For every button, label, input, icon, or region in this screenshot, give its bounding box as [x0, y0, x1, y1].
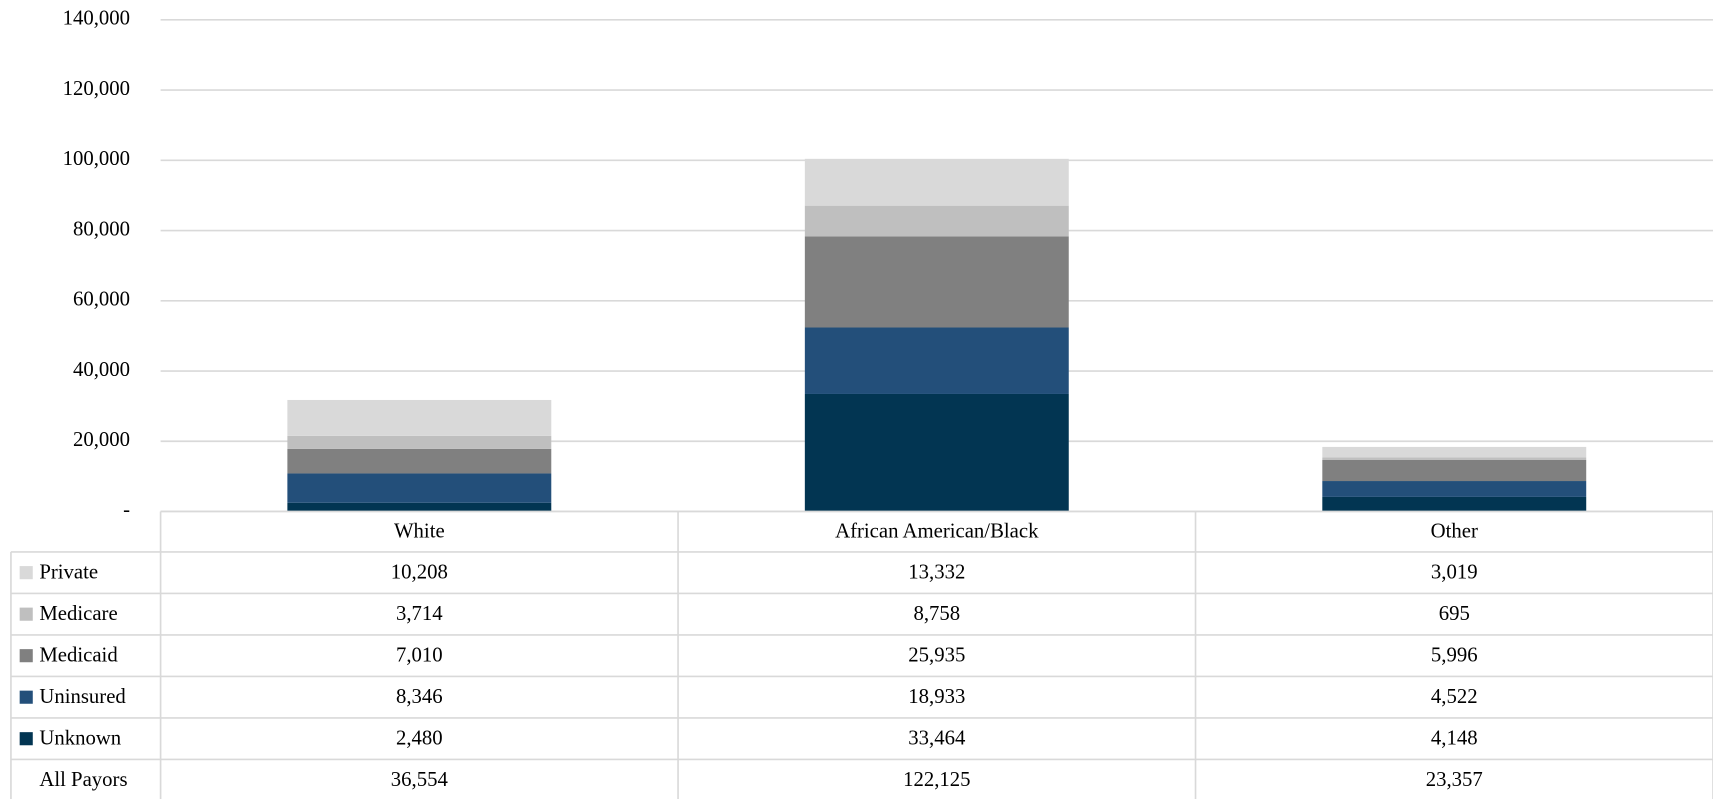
x-tick-label: Other [1431, 521, 1478, 543]
bar-segment [287, 399, 552, 436]
y-tick-label: 40,000 [73, 359, 130, 381]
x-tick-label: White [394, 521, 445, 543]
table-value: 4,522 [1431, 686, 1478, 708]
total-value: 122,125 [903, 769, 970, 791]
legend-swatch [19, 690, 33, 704]
y-tick-label: 100,000 [63, 148, 130, 170]
bar-segment [287, 473, 552, 503]
legend-swatch [19, 566, 33, 580]
y-tick-label: - [123, 499, 130, 521]
bar-segment [804, 393, 1069, 512]
bar-segment [1322, 457, 1587, 460]
total-value: 36,554 [391, 769, 449, 791]
y-tick-label: 120,000 [63, 78, 130, 100]
table-value: 695 [1439, 603, 1470, 625]
bar-segment [804, 327, 1069, 394]
total-value: 23,357 [1426, 769, 1483, 791]
bar-segment [287, 502, 552, 512]
table-value: 3,714 [396, 603, 443, 625]
bar-segment [1322, 496, 1587, 512]
legend-label: Private [39, 562, 98, 584]
table-value: 10,208 [391, 562, 448, 584]
legend-swatch [19, 607, 33, 621]
x-tick-label: African American/Black [835, 521, 1039, 543]
table-value: 7,010 [396, 645, 443, 667]
total-label: All Payors [39, 769, 127, 791]
bar-segment [804, 236, 1069, 328]
table-value: 4,148 [1431, 728, 1478, 750]
bar-segment [804, 158, 1069, 206]
y-tick-label: 80,000 [73, 218, 130, 240]
legend-label: Medicaid [39, 645, 118, 667]
table-value: 2,480 [396, 728, 443, 750]
y-tick-label: 20,000 [73, 429, 130, 451]
table-value: 18,933 [908, 686, 965, 708]
legend-label: Uninsured [39, 686, 126, 708]
table-value: 3,019 [1431, 562, 1478, 584]
table-value: 33,464 [908, 728, 966, 750]
y-tick-label: 140,000 [63, 8, 130, 30]
table-value: 5,996 [1431, 645, 1478, 667]
legend-swatch [19, 732, 33, 746]
table-value: 25,935 [908, 645, 965, 667]
bar-segment [1322, 446, 1587, 458]
bar-segment [804, 205, 1069, 237]
bar-segment [287, 435, 552, 449]
y-tick-label: 60,000 [73, 289, 130, 311]
legend-swatch [19, 649, 33, 663]
bar-segment [1322, 481, 1587, 497]
table-value: 13,332 [908, 562, 965, 584]
table-value: 8,758 [913, 603, 960, 625]
legend-label: Medicare [39, 603, 117, 625]
legend-label: Unknown [39, 728, 121, 750]
bar-segment [1322, 459, 1587, 482]
bar-segment [287, 448, 552, 474]
table-value: 8,346 [396, 686, 443, 708]
